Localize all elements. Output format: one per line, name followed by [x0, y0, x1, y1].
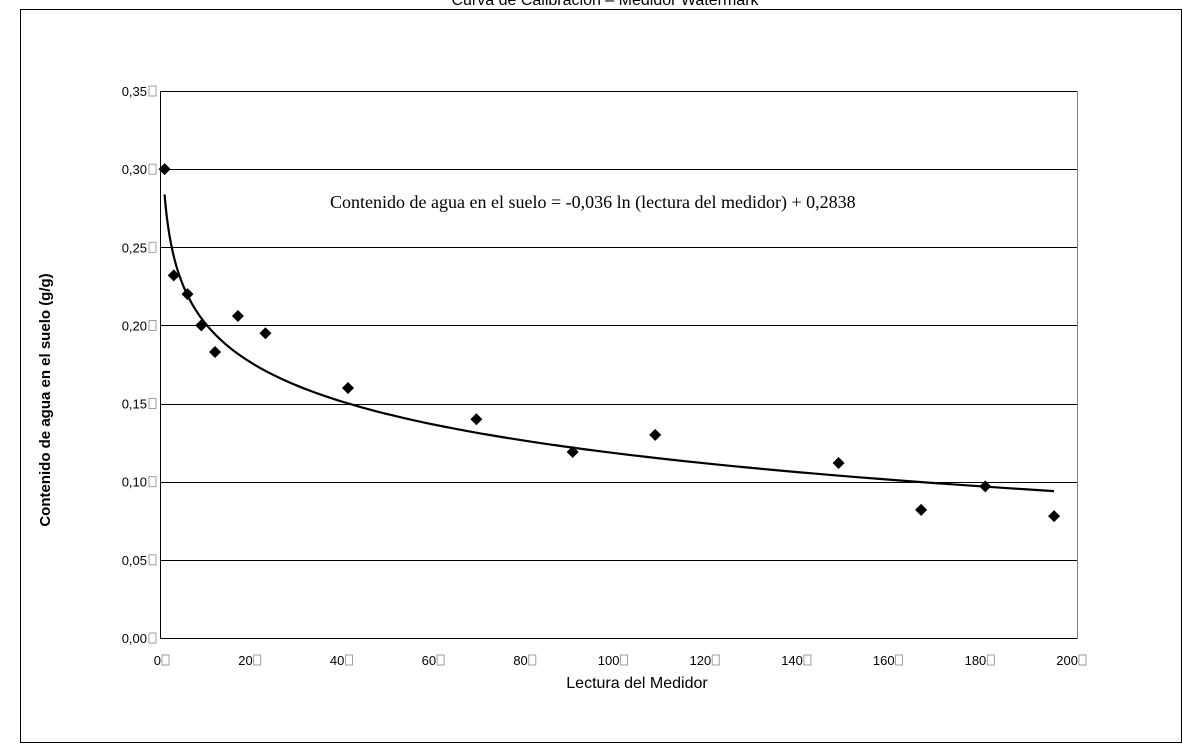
tick-glyph [148, 554, 157, 566]
tick-glyph [436, 654, 445, 666]
tick-glyph [148, 632, 157, 644]
tick-glyph [895, 654, 903, 666]
data-points [158, 163, 1061, 523]
data-point [566, 446, 579, 459]
tick-glyph [253, 654, 262, 666]
tick-glyph [148, 241, 157, 253]
y-axis-ticks: 0,00 0,05 0,10 0,15 0,20 0,25 0,30 0,35 [122, 84, 157, 646]
y-tick-label: 0,10 [122, 475, 147, 490]
x-tick-label: 140 [781, 653, 803, 668]
data-point [195, 319, 208, 332]
tick-glyph [344, 654, 353, 666]
data-point [181, 288, 194, 301]
x-tick-label: 40 [330, 653, 344, 668]
tick-glyph [148, 85, 157, 97]
tick-glyph [148, 163, 157, 175]
x-tick-label: 80 [513, 653, 527, 668]
x-tick-label: 20 [238, 653, 252, 668]
data-point [979, 480, 992, 493]
x-axis-ticks: 0 20 40 60 80 100 120 140 160 180 200 [154, 653, 1087, 668]
y-tick-label: 0,00 [122, 631, 147, 646]
plot-area: 0 20 40 60 80 100 120 140 160 180 200 0,00 0,05 0,10… [122, 84, 1087, 668]
tick-glyph [1078, 654, 1087, 666]
tick-glyph [620, 654, 628, 666]
data-point [470, 413, 483, 426]
tick-glyph [528, 654, 537, 666]
tick-glyph [986, 654, 995, 666]
data-point [649, 428, 662, 441]
y-axis-label: Contenido de agua en el suelo (g/g) [37, 273, 54, 526]
x-axis-label: Lectura del Medidor [566, 675, 708, 692]
tick-glyph [148, 320, 157, 331]
data-point [832, 456, 845, 469]
tick-glyph [161, 654, 170, 666]
y-tick-label: 0,35 [122, 84, 147, 99]
trend-line [163, 194, 1055, 493]
data-point [158, 163, 171, 176]
data-point [915, 503, 928, 516]
y-tick-label: 0,30 [122, 162, 147, 177]
x-tick-label: 180 [965, 653, 987, 668]
tick-glyph [148, 476, 157, 488]
y-tick-label: 0,20 [122, 318, 147, 333]
x-tick-label: 200 [1056, 653, 1078, 668]
data-point [231, 310, 244, 323]
trend-equation: Contenido de agua en el suelo = -0,036 l… [330, 192, 856, 213]
tick-glyph [711, 654, 720, 666]
y-tick-label: 0,05 [122, 553, 147, 568]
x-tick-label: 120 [689, 653, 711, 668]
chart-title: Curva de Calibración – Medidor Watermark [451, 0, 759, 9]
x-tick-label: 60 [422, 653, 436, 668]
x-tick-label: 0 [154, 653, 161, 668]
tick-glyph [148, 398, 157, 409]
x-tick-label: 160 [873, 653, 895, 668]
y-tick-label: 0,15 [122, 397, 147, 412]
data-point [1048, 510, 1061, 523]
data-point [259, 327, 272, 340]
data-point [209, 345, 222, 358]
data-point [167, 269, 180, 282]
y-tick-label: 0,25 [122, 240, 147, 255]
chart-frame [20, 9, 1182, 743]
data-point [341, 381, 354, 394]
tick-glyph [803, 654, 812, 666]
x-tick-label: 100 [598, 653, 620, 668]
